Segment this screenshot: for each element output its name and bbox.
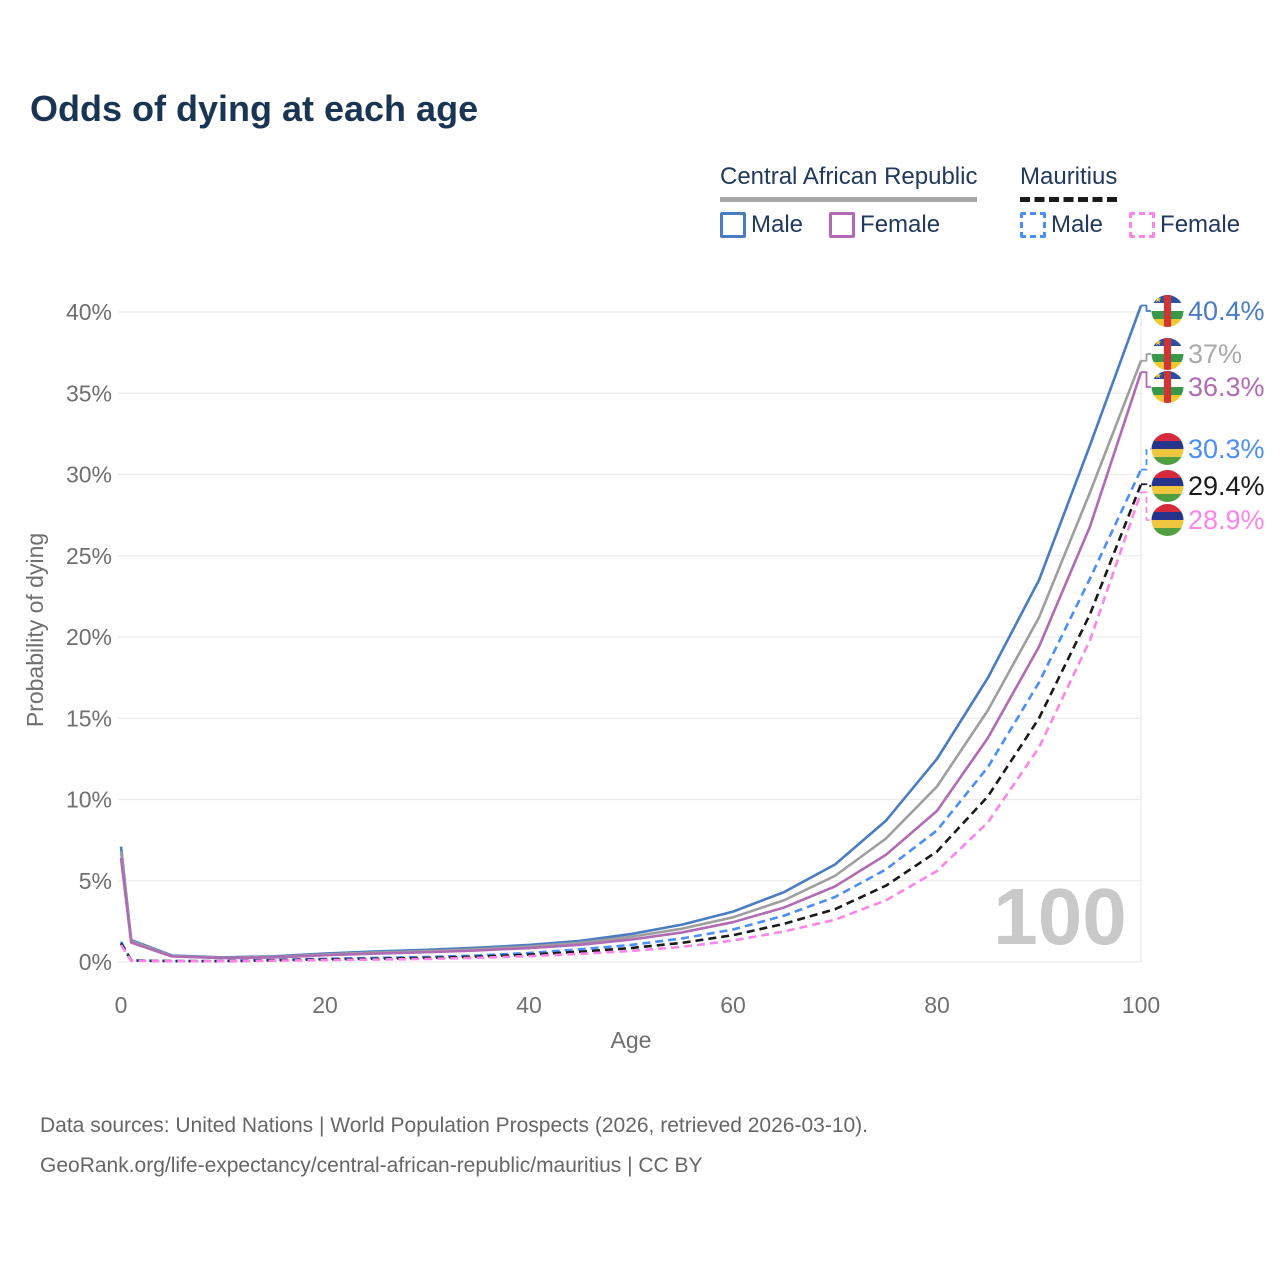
y-tick-label: 40% — [66, 299, 112, 325]
end-label-car-female: 36.3% — [1188, 372, 1265, 402]
flag-vertical-band — [1163, 338, 1172, 370]
flag-stripe — [1151, 528, 1184, 536]
flag-vertical-band — [1163, 371, 1172, 403]
flag-stripe — [1151, 504, 1184, 513]
y-tick-label: 5% — [79, 868, 112, 894]
legend-item-mauritius-female[interactable]: Female — [1129, 211, 1240, 239]
flag-car-icon — [1151, 295, 1184, 327]
x-tick-label: 20 — [312, 992, 338, 1018]
x-axis-tick-labels: 0 20 40 60 80 100 — [115, 992, 1161, 1018]
leader-car-female — [1141, 371, 1151, 388]
legend-swatch-mauritius-female-icon — [1129, 212, 1156, 238]
end-label-mauritius-both: 29.4% — [1188, 471, 1265, 501]
leader-car-male — [1141, 304, 1151, 312]
y-axis-title: Probability of dying — [22, 533, 48, 727]
footer: Data sources: United Nations | World Pop… — [40, 1106, 868, 1186]
flag-star — [1154, 296, 1162, 303]
flag-star — [1154, 339, 1162, 346]
flag-stripes — [1151, 338, 1184, 370]
page-title: Odds of dying at each age — [30, 88, 479, 129]
series-line-car-male — [119, 305, 1143, 959]
leader-mauritius-both — [1141, 483, 1151, 487]
flag-stripe — [1151, 441, 1184, 450]
end-labels: 40.4% 37%36.3% 30.3% 29.4% 28.9% — [1151, 295, 1265, 536]
flag-stripe — [1151, 512, 1184, 521]
legend-label-car-male: Male — [751, 211, 804, 238]
flag-stripe — [1151, 449, 1184, 458]
legend-swatch-car-female-icon — [829, 212, 856, 238]
flag-car-icon — [1151, 371, 1184, 403]
legend-label-mauritius-male: Male — [1051, 211, 1104, 238]
legend-group-central-african-republic: Central African Republic Male Female — [720, 163, 978, 239]
leader-car-both — [1141, 353, 1151, 362]
flag-stripes — [1151, 433, 1184, 465]
flag-stripe — [1151, 520, 1184, 529]
series-line-mauritius-female — [119, 491, 1143, 963]
flag-mauritius-icon — [1151, 433, 1184, 465]
y-tick-label: 0% — [79, 949, 112, 975]
legend-label-mauritius-female: Female — [1160, 211, 1241, 238]
x-tick-label: 60 — [720, 992, 746, 1018]
flag-mauritius-icon — [1151, 470, 1184, 502]
flag-stripes — [1151, 470, 1184, 502]
series-lines — [119, 305, 1143, 963]
series-line-car-female — [119, 371, 1143, 960]
flag-car-icon — [1151, 338, 1184, 370]
x-tick-label: 80 — [924, 992, 950, 1018]
y-tick-label: 15% — [66, 705, 112, 731]
flag-stripe — [1151, 494, 1184, 502]
flag-star — [1154, 372, 1162, 379]
end-label-leader-lines — [1141, 304, 1151, 521]
end-label-car-male: 40.4% — [1188, 296, 1265, 326]
flag-stripes — [1151, 371, 1184, 403]
legend-country-central-african-republic: Central African Republic — [720, 163, 978, 202]
flag-stripe — [1151, 486, 1184, 495]
end-label-mauritius-female: 28.9% — [1188, 505, 1265, 535]
flag-mauritius-icon — [1151, 504, 1184, 536]
x-tick-label: 100 — [1122, 992, 1160, 1018]
flag-vertical-band — [1163, 295, 1172, 327]
y-tick-label: 10% — [66, 787, 112, 813]
x-tick-label: 0 — [115, 992, 128, 1018]
y-axis-tick-labels: 0% 5% 10% 15% 20% 25% 30% 35% 40% — [66, 299, 112, 975]
flag-stripe — [1151, 433, 1184, 442]
legend-item-car-female[interactable]: Female — [829, 211, 940, 239]
y-tick-label: 30% — [66, 462, 112, 488]
series-line-mauritius-male — [119, 469, 1143, 963]
series-line-car-both — [119, 360, 1143, 960]
flag-stripe — [1151, 478, 1184, 487]
leader-mauritius-female — [1141, 491, 1151, 521]
leader-mauritius-male — [1141, 448, 1151, 471]
plot-grid — [118, 305, 1142, 963]
legend-items-car: Male Female — [720, 211, 977, 239]
y-tick-label: 35% — [66, 380, 112, 406]
x-axis-title: Age — [611, 1027, 652, 1053]
legend-label-car-female: Female — [860, 211, 941, 238]
footer-attribution: GeoRank.org/life-expectancy/central-afri… — [40, 1154, 703, 1177]
legend-group-mauritius: Mauritius Male Female — [1020, 163, 1266, 239]
legend-item-mauritius-male[interactable]: Male — [1020, 211, 1103, 239]
end-label-mauritius-male: 30.3% — [1188, 434, 1265, 464]
footer-data-sources: Data sources: United Nations | World Pop… — [40, 1114, 869, 1137]
end-label-car-both: 37% — [1188, 339, 1242, 369]
age-watermark: 100 — [993, 872, 1126, 961]
legend-swatch-car-male-icon — [720, 212, 746, 238]
y-tick-label: 20% — [66, 624, 112, 650]
flag-stripe — [1151, 457, 1184, 465]
legend-items-mauritius: Male Female — [1020, 211, 1266, 239]
flag-stripes — [1151, 504, 1184, 536]
y-tick-label: 25% — [66, 543, 112, 569]
flag-stripes — [1151, 295, 1184, 327]
legend-swatch-mauritius-male-icon — [1020, 212, 1046, 238]
x-tick-label: 40 — [516, 992, 542, 1018]
legend-item-car-male[interactable]: Male — [720, 211, 803, 239]
legend-country-mauritius: Mauritius — [1020, 163, 1118, 202]
flag-stripe — [1151, 470, 1184, 479]
